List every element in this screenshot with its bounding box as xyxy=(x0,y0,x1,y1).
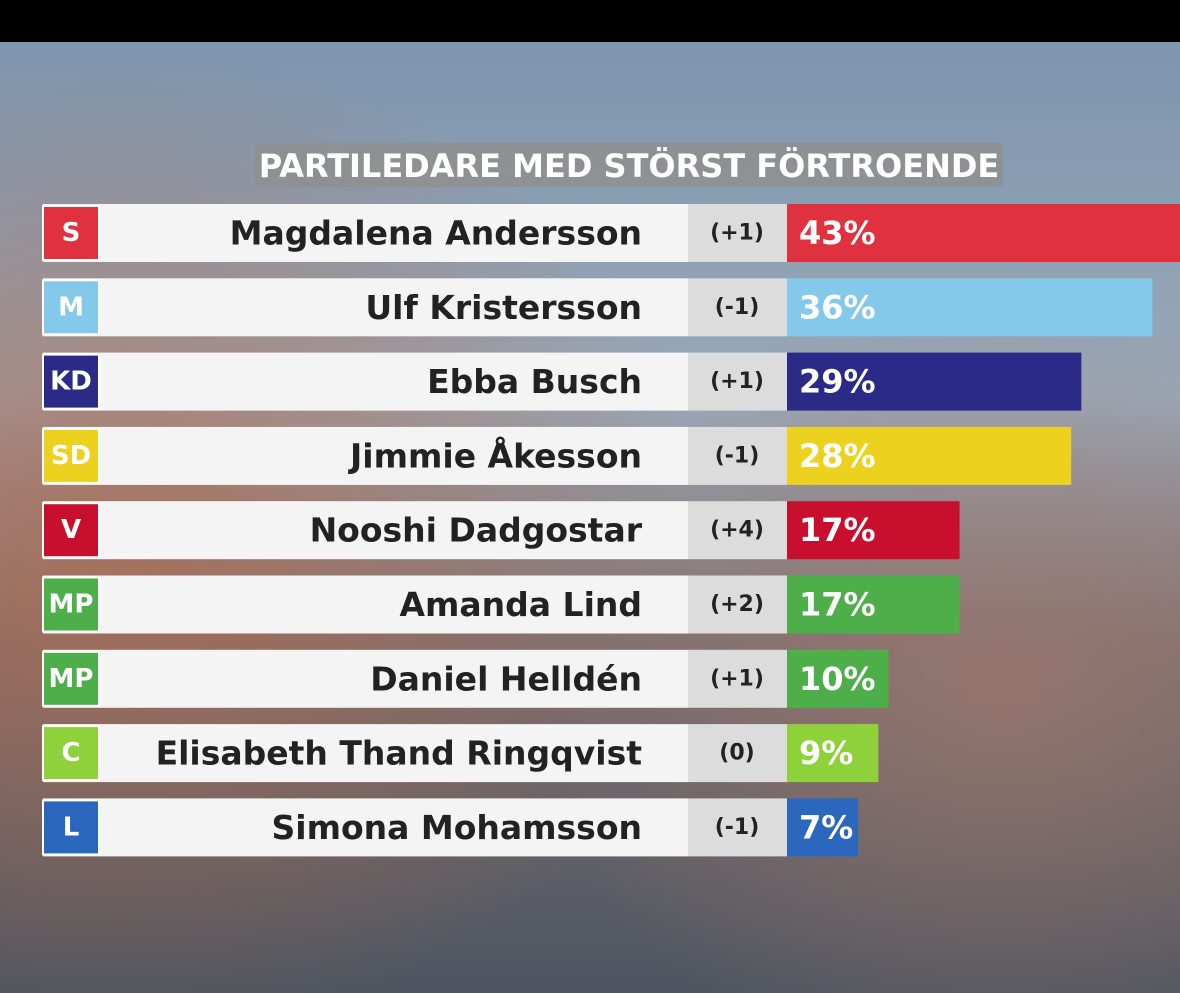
name-label: Ulf Kristersson xyxy=(365,288,642,327)
value-label: 17% xyxy=(799,511,876,549)
name-box xyxy=(43,575,688,634)
name-box xyxy=(43,501,688,560)
name-box xyxy=(43,649,688,708)
name-box xyxy=(43,278,688,337)
party-label: V xyxy=(61,515,81,545)
party-box xyxy=(42,725,100,782)
party-label: KD xyxy=(50,367,92,397)
top-bar xyxy=(0,0,1180,42)
value-label: 36% xyxy=(799,288,876,326)
change-box xyxy=(688,501,787,560)
change-box xyxy=(688,798,787,857)
party-box xyxy=(42,427,100,484)
party-label: SD xyxy=(51,441,91,471)
party-label: C xyxy=(61,738,80,768)
party-box xyxy=(42,353,100,410)
bar xyxy=(787,278,1153,337)
bar xyxy=(787,204,1180,262)
change-box xyxy=(688,278,787,337)
party-box xyxy=(42,650,100,707)
value-label: 7% xyxy=(799,808,853,846)
party-label: S xyxy=(62,218,81,248)
change-box xyxy=(688,204,787,262)
name-box xyxy=(43,204,688,262)
name-label: Magdalena Andersson xyxy=(230,214,642,253)
name-box xyxy=(43,798,688,857)
change-box xyxy=(688,575,787,634)
value-label: 17% xyxy=(799,586,876,624)
change-label: (+1) xyxy=(710,666,764,691)
value-label: 10% xyxy=(799,660,876,698)
change-label: (+4) xyxy=(710,518,764,543)
name-label: Amanda Lind xyxy=(399,585,642,624)
title-box xyxy=(255,143,1003,187)
party-box xyxy=(42,279,100,336)
change-label: (-1) xyxy=(715,295,760,320)
change-box xyxy=(688,649,787,708)
chart-title: PARTILEDARE MED STÖRST FÖRTROENDE xyxy=(259,147,1000,185)
bar xyxy=(787,575,960,634)
change-label: (0) xyxy=(719,741,754,766)
party-box xyxy=(42,502,100,559)
name-label: Ebba Busch xyxy=(427,362,642,401)
change-label: (-1) xyxy=(715,815,760,840)
bar xyxy=(787,352,1082,411)
value-label: 43% xyxy=(799,214,876,252)
name-label: Nooshi Dadgostar xyxy=(310,511,643,550)
bar xyxy=(787,426,1072,485)
change-label: (+1) xyxy=(710,221,764,246)
change-box xyxy=(688,426,787,485)
name-label: Simona Mohamsson xyxy=(272,808,643,847)
party-label: MP xyxy=(49,590,94,620)
party-label: M xyxy=(58,292,84,322)
change-box xyxy=(688,352,787,411)
name-box xyxy=(43,352,688,411)
bar xyxy=(787,724,879,783)
change-label: (+2) xyxy=(710,592,764,617)
name-label: Daniel Helldén xyxy=(370,659,642,698)
bar xyxy=(787,798,859,857)
party-label: MP xyxy=(49,664,94,694)
name-label: Jimmie Åkesson xyxy=(348,435,642,475)
name-label: Elisabeth Thand Ringqvist xyxy=(156,734,643,773)
change-box xyxy=(688,724,787,783)
value-label: 9% xyxy=(799,734,853,772)
name-box xyxy=(43,724,688,783)
rows: S Magdalena Andersson (+1) 43% M Ulf Kristers… xyxy=(42,204,1180,857)
party-box xyxy=(42,205,100,261)
party-box xyxy=(42,576,100,633)
party-label: L xyxy=(63,812,80,842)
change-label: (+1) xyxy=(710,369,764,394)
party-box xyxy=(42,799,100,856)
bar xyxy=(787,649,889,708)
name-box xyxy=(43,426,688,485)
value-label: 29% xyxy=(799,363,876,401)
value-label: 28% xyxy=(799,437,876,475)
bar xyxy=(787,501,960,560)
change-label: (-1) xyxy=(715,443,760,468)
